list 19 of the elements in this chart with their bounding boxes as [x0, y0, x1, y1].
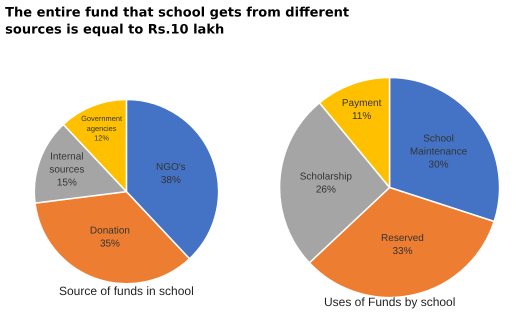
slice-label: Reserved: [381, 233, 424, 244]
chart-title: The entire fund that school gets from different sources is equal to Rs.10 lakh: [5, 6, 350, 38]
slice-label: Payment: [342, 98, 382, 110]
text: Uses of Funds by school: [324, 295, 456, 309]
slice-label: School Maintenance: [410, 133, 468, 158]
slice-label: NGO's: [156, 162, 186, 174]
data-label: 11%: [352, 111, 372, 122]
data-label: 30%: [428, 159, 449, 170]
data-label: 33%: [392, 246, 413, 258]
slice-label: Donation: [90, 225, 130, 236]
data-label: 35%: [100, 238, 120, 250]
data-label: 26%: [316, 184, 336, 196]
slice-label: Scholarship: [300, 172, 352, 183]
slice-label: Government agencies: [81, 114, 123, 133]
data-label: 38%: [160, 175, 181, 186]
slice-label: Internal sources: [49, 152, 84, 176]
data-label: 12%: [94, 134, 110, 143]
source-note: Source of funds in school: [59, 284, 194, 298]
data-label: 15%: [56, 178, 77, 189]
